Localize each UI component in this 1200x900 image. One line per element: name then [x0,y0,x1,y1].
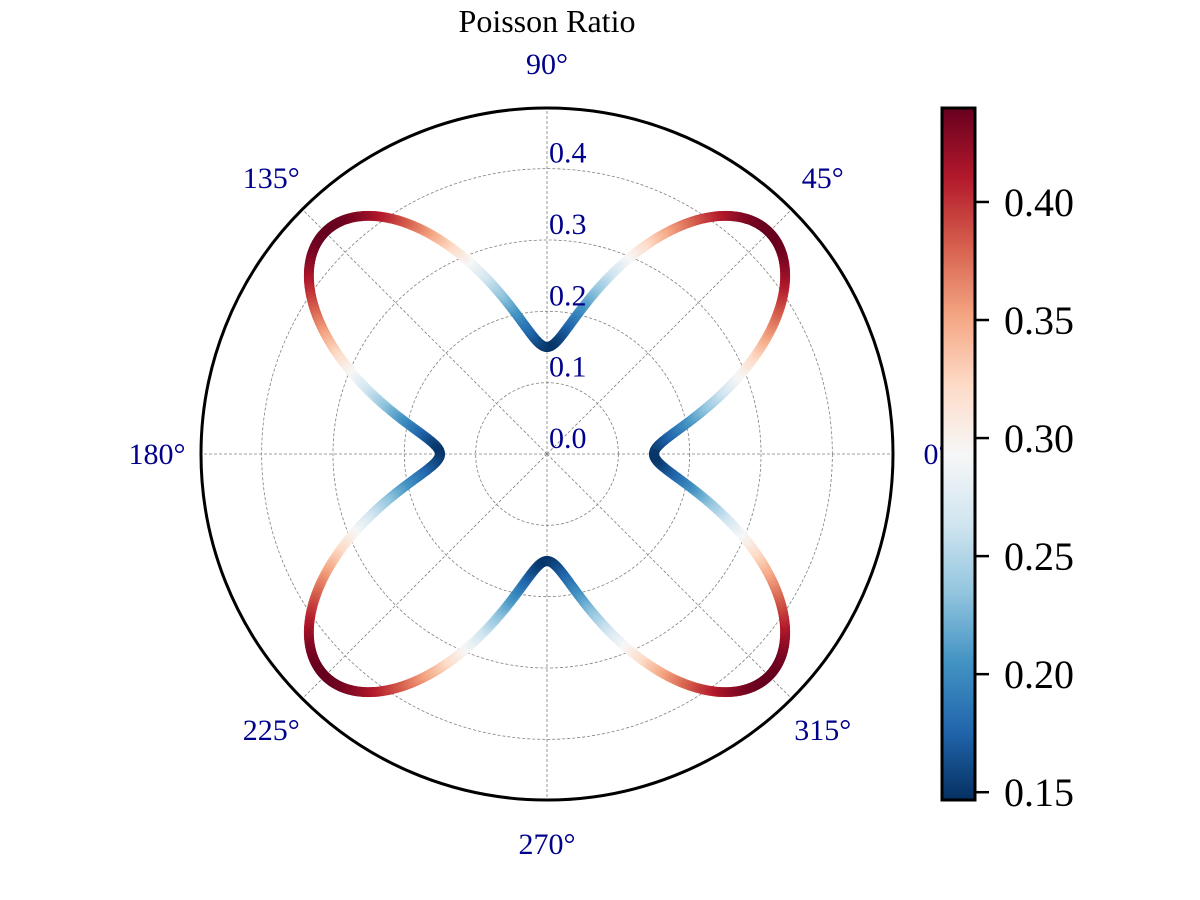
radial-tick-label: 0.0 [549,422,587,455]
polar-frame [199,106,895,802]
angular-gridline [302,209,548,455]
angle-tick-label: 270° [519,828,576,861]
angle-tick-label: 315° [794,714,851,747]
angle-tick-label: 90° [526,48,568,81]
radial-tick-label: 0.2 [549,279,587,312]
colorbar: 0.15 0.20 0.25 0.30 0.35 0.40 [940,106,1074,815]
colorbar-tick-label: 0.40 [1004,180,1074,225]
data-point [649,449,660,460]
angular-gridline [546,453,792,699]
angle-tick-label: 180° [129,438,186,471]
radial-tick-labels: 0.0 0.1 0.2 0.3 0.4 [549,137,587,455]
angle-tick-label: 135° [243,162,300,195]
colorbar-gradient [940,106,977,802]
chart-title: Poisson Ratio [459,3,636,39]
angle-tick-label: 225° [243,714,300,747]
angle-tick-labels: 0°45°90°135°180°225°270°315° [129,48,951,861]
colorbar-ticks: 0.15 0.20 0.25 0.30 0.35 0.40 [975,180,1074,815]
radial-gridline [332,239,762,669]
data-points [303,210,791,698]
colorbar-tick-label: 0.20 [1004,652,1074,697]
angular-gridline [546,209,792,455]
angular-gridline [302,453,548,699]
radial-tick-label: 0.1 [549,351,587,384]
polar-grid [199,106,895,802]
colorbar-tick-label: 0.25 [1004,534,1074,579]
colorbar-tick-label: 0.15 [1004,770,1074,815]
radial-tick-label: 0.3 [549,208,587,241]
radial-tick-label: 0.4 [549,137,587,170]
angle-tick-label: 45° [802,162,844,195]
colorbar-tick-label: 0.30 [1004,416,1074,461]
colorbar-tick-label: 0.35 [1004,298,1074,343]
